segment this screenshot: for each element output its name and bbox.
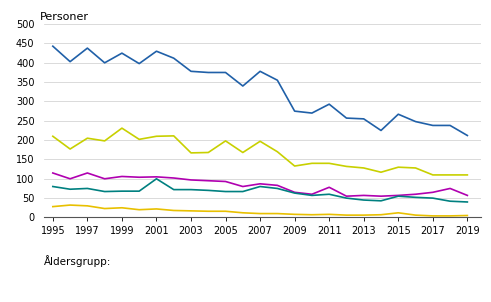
Text: Åldersgrupp:: Åldersgrupp:	[44, 255, 111, 267]
Text: Personer: Personer	[40, 12, 89, 22]
